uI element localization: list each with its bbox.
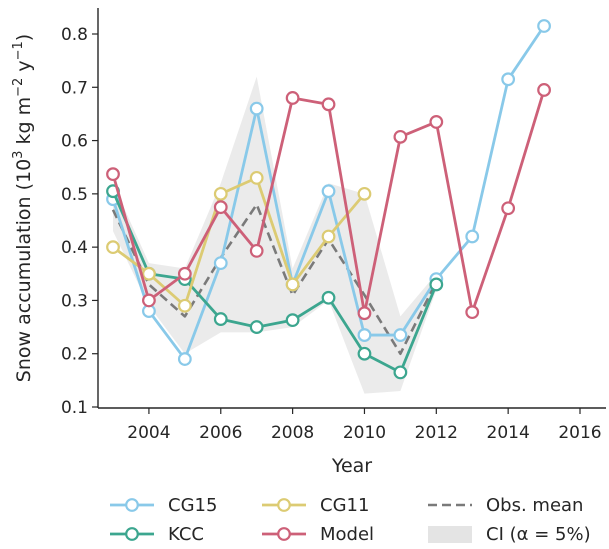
data-point-model: [249, 243, 264, 258]
y-tick-label: 0.6: [61, 132, 88, 152]
data-point-cg11: [106, 240, 120, 255]
x-tick-label: 2006: [199, 423, 242, 443]
data-point-cg15: [213, 256, 228, 271]
y-tick-label: 0.3: [61, 291, 88, 311]
x-tick-label: 2016: [558, 423, 601, 443]
legend-label: Model: [320, 524, 374, 545]
y-tick-label: 0.2: [61, 345, 88, 365]
series-model: [106, 83, 551, 321]
legend: CG15 CG11 Obs. mean KCC Model CI (α = 5%): [110, 495, 591, 545]
legend-marker: [125, 527, 139, 541]
legend-label: CG15: [168, 495, 217, 516]
legend-marker: [277, 527, 291, 541]
data-point-model: [321, 97, 336, 112]
data-point-kcc: [357, 346, 372, 361]
data-point-model: [393, 129, 408, 144]
x-tick-label: 2010: [343, 423, 386, 443]
data-point-kcc: [393, 365, 408, 380]
series-cg11: [106, 170, 372, 313]
legend-marker: [277, 498, 291, 512]
series-layer: [106, 19, 551, 380]
series-obs-mean: [111, 203, 438, 356]
data-point-cg11: [249, 170, 264, 185]
x-tick-label: 2008: [271, 423, 314, 443]
y-tick-label: 0.8: [61, 25, 88, 45]
y-tick-label: 0.1: [61, 398, 88, 418]
data-point-model: [142, 293, 156, 308]
data-point-cg15: [249, 101, 264, 116]
data-point-model: [537, 83, 551, 97]
data-point-model: [465, 305, 480, 320]
data-point-model: [501, 201, 516, 216]
x-tick-label: 2004: [127, 423, 170, 443]
legend-item-model: Model: [262, 524, 374, 545]
data-point-model: [429, 115, 444, 129]
data-point-cg11: [177, 298, 192, 313]
legend-label: Obs. mean: [486, 495, 583, 516]
data-point-kcc: [321, 290, 336, 305]
series-line-cg11: [112, 176, 366, 308]
data-point-model: [177, 266, 192, 281]
data-point-model: [213, 200, 228, 215]
legend-label: KCC: [168, 524, 204, 545]
data-point-kcc: [213, 312, 228, 326]
x-tick-label: 2012: [415, 423, 458, 443]
y-tick-label: 0.7: [61, 78, 88, 98]
x-axis-title: Year: [331, 455, 372, 477]
legend-item-cg15: CG15: [110, 495, 217, 516]
legend-item-ci-5: CI (α = 5%): [428, 524, 591, 545]
series-line-obs-mean: [111, 203, 438, 356]
legend-marker: [125, 498, 139, 512]
data-point-cg11: [321, 229, 336, 244]
series-line-kcc: [111, 190, 438, 374]
data-point-model: [357, 306, 372, 321]
legend-item-obs-mean: Obs. mean: [428, 495, 583, 516]
data-point-cg11: [357, 186, 372, 201]
data-point-cg15: [177, 352, 192, 366]
axes-layer: 0.1 0.2 0.3 0.4 0.5 0.6 0.7 0.8 2004 2006 2008 2010…: [11, 8, 606, 477]
legend-label: CI (α = 5%): [486, 524, 591, 545]
y-tick-label: 0.5: [61, 185, 88, 205]
data-point-model: [285, 91, 300, 105]
data-point-kcc: [249, 320, 264, 334]
data-point-cg11: [213, 186, 228, 201]
legend-item-kcc: KCC: [110, 524, 204, 545]
data-point-kcc: [429, 277, 444, 292]
x-tick-label: 2014: [487, 423, 530, 443]
y-tick-label: 0.4: [61, 238, 88, 258]
data-point-cg11: [142, 266, 156, 281]
legend-swatch: [428, 526, 472, 543]
data-point-cg15: [357, 328, 372, 342]
data-point-cg15: [465, 229, 480, 244]
data-point-cg11: [285, 277, 300, 292]
data-point-cg15: [321, 184, 336, 199]
y-axis-title: Snow accumulation (103 kg m−2 y−1): [11, 34, 35, 382]
data-point-cg15: [537, 19, 551, 33]
data-point-cg15: [501, 72, 516, 87]
data-point-model: [106, 167, 120, 182]
data-point-cg15: [393, 328, 408, 342]
legend-item-cg11: CG11: [262, 495, 369, 516]
legend-label: CG11: [320, 495, 369, 516]
data-point-kcc: [285, 313, 300, 328]
